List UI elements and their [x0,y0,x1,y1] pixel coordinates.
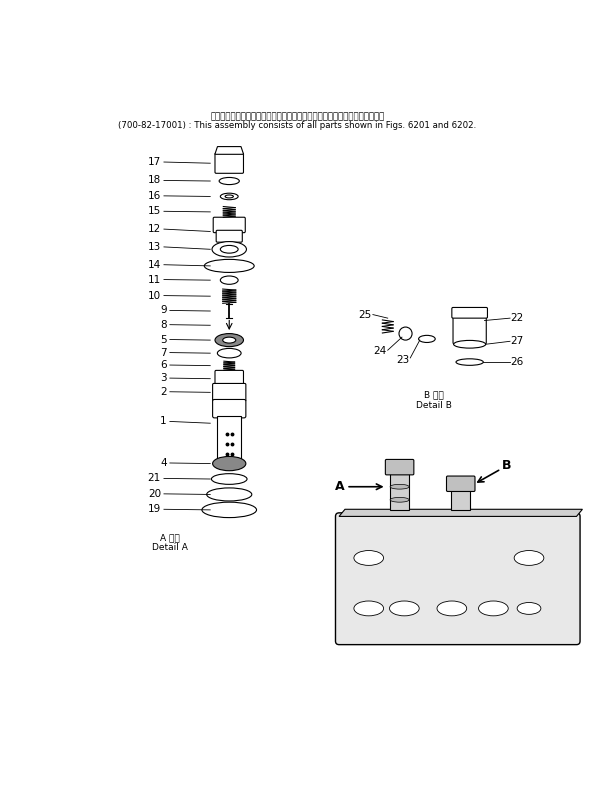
Text: このアセンブリの構成部品は第６２０１図および第６２０２図を含みます．: このアセンブリの構成部品は第６２０１図および第６２０２図を含みます． [211,113,384,122]
Text: 2: 2 [160,387,167,396]
Ellipse shape [517,603,541,615]
Ellipse shape [212,242,246,257]
Text: 12: 12 [148,224,161,234]
Text: 1: 1 [160,416,167,427]
FancyBboxPatch shape [452,308,487,318]
Ellipse shape [219,178,239,185]
Text: 7: 7 [160,347,167,358]
Ellipse shape [217,348,241,358]
Text: 6: 6 [160,360,167,370]
Text: A 詳細
Detail A: A 詳細 Detail A [152,533,188,553]
Text: 25: 25 [358,309,372,320]
Text: 5: 5 [160,335,167,344]
FancyBboxPatch shape [453,312,486,344]
Ellipse shape [204,259,254,273]
Ellipse shape [437,601,466,616]
Bar [217,416,241,459]
FancyBboxPatch shape [215,370,243,387]
Ellipse shape [478,601,508,616]
Text: 27: 27 [510,336,523,347]
Text: 10: 10 [148,290,161,301]
Ellipse shape [453,340,486,348]
Text: 24: 24 [373,347,387,356]
FancyBboxPatch shape [212,384,246,401]
FancyBboxPatch shape [215,153,243,174]
Text: B: B [502,459,512,473]
Text: 22: 22 [510,313,523,323]
Ellipse shape [225,195,233,198]
Text: 3: 3 [160,373,167,383]
Text: 9: 9 [160,305,167,316]
Ellipse shape [212,457,246,471]
Ellipse shape [220,276,238,285]
Ellipse shape [223,337,236,343]
Ellipse shape [220,193,238,200]
Text: 16: 16 [148,191,161,201]
FancyBboxPatch shape [212,400,246,418]
Ellipse shape [354,601,384,616]
Ellipse shape [419,335,435,343]
FancyBboxPatch shape [446,476,475,492]
FancyBboxPatch shape [213,217,245,232]
Text: B 詳細
Detail B: B 詳細 Detail B [416,391,452,410]
Text: 14: 14 [148,260,161,270]
Text: 15: 15 [148,206,161,216]
Ellipse shape [215,334,243,347]
Bar [451,487,470,511]
Text: A: A [335,481,345,493]
Circle shape [399,327,412,340]
Text: (700-82-17001) : This assembly consists of all parts shown in Figs. 6201 and 620: (700-82-17001) : This assembly consists … [118,121,477,130]
FancyBboxPatch shape [336,513,580,645]
Bar [390,470,409,511]
Ellipse shape [456,358,483,366]
Text: 26: 26 [510,357,523,367]
Ellipse shape [354,550,384,565]
Text: 20: 20 [148,488,161,499]
FancyBboxPatch shape [216,230,242,242]
Ellipse shape [220,245,238,253]
Polygon shape [215,147,243,155]
Text: 18: 18 [148,175,161,186]
FancyBboxPatch shape [386,459,414,475]
Text: 4: 4 [160,458,167,468]
Polygon shape [339,509,583,516]
Text: 17: 17 [148,157,161,167]
Text: 13: 13 [148,242,161,252]
Ellipse shape [514,550,544,565]
Text: 11: 11 [148,274,161,285]
Ellipse shape [390,497,409,502]
Ellipse shape [390,485,409,489]
Text: 8: 8 [160,320,167,330]
Text: 23: 23 [396,354,409,365]
Ellipse shape [206,488,252,501]
Ellipse shape [390,601,419,616]
Ellipse shape [202,502,256,518]
Ellipse shape [211,473,247,485]
Text: 21: 21 [148,473,161,484]
Text: 19: 19 [148,504,161,515]
